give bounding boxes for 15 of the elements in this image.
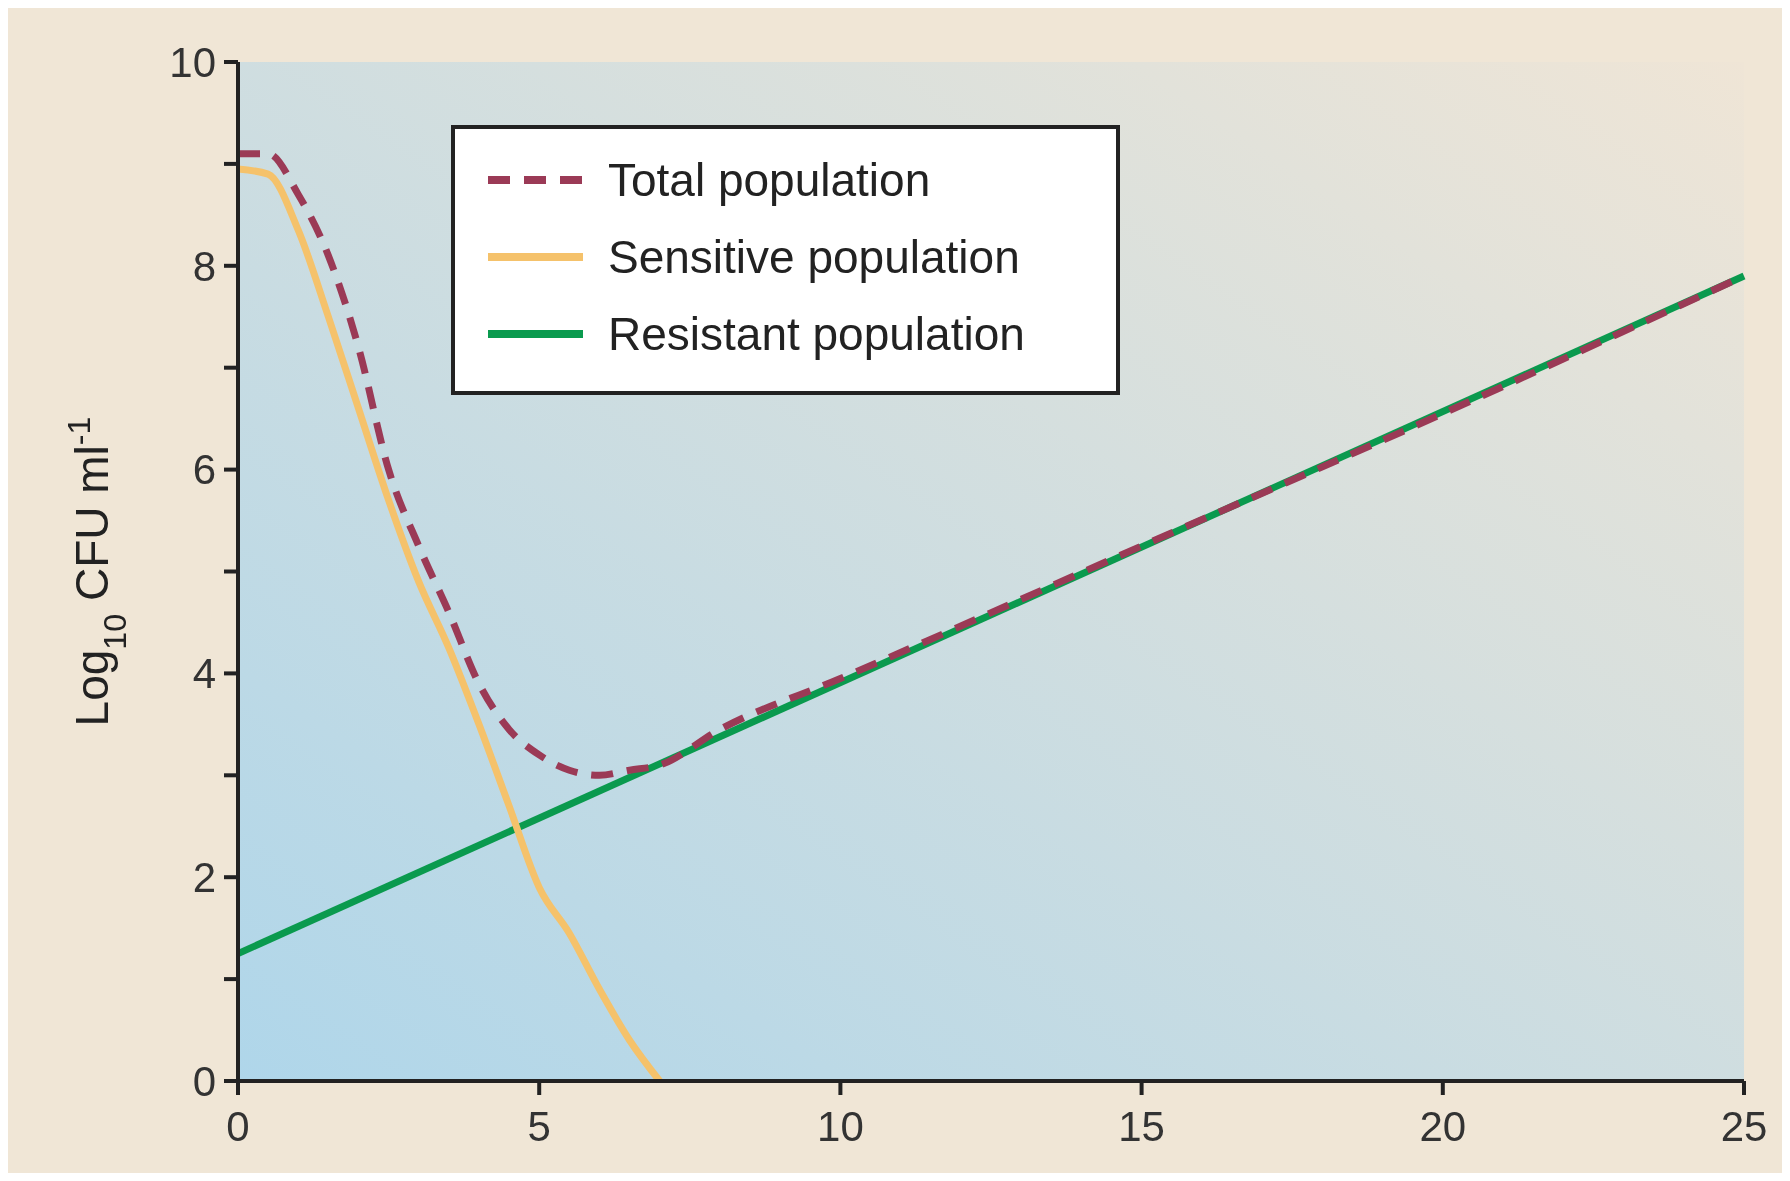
y-tick-label: 2 <box>192 853 216 901</box>
x-tick-label: 20 <box>1419 1103 1467 1150</box>
x-tick-label: 0 <box>226 1103 250 1150</box>
legend-label: Total population <box>608 154 931 207</box>
x-tick-label: 10 <box>817 1103 864 1150</box>
y-tick-label: 8 <box>192 242 216 290</box>
y-tick-label: 10 <box>169 38 216 86</box>
x-tick-label: 25 <box>1720 1103 1768 1150</box>
x-tick-label: 15 <box>1118 1103 1165 1150</box>
y-tick-label: 0 <box>192 1057 216 1105</box>
legend-label: Resistant population <box>608 308 1025 361</box>
legend-label: Sensitive population <box>608 231 1020 284</box>
y-tick-label: 4 <box>192 650 216 698</box>
x-tick-label: 5 <box>527 1103 551 1150</box>
y-tick-label: 6 <box>192 446 216 494</box>
